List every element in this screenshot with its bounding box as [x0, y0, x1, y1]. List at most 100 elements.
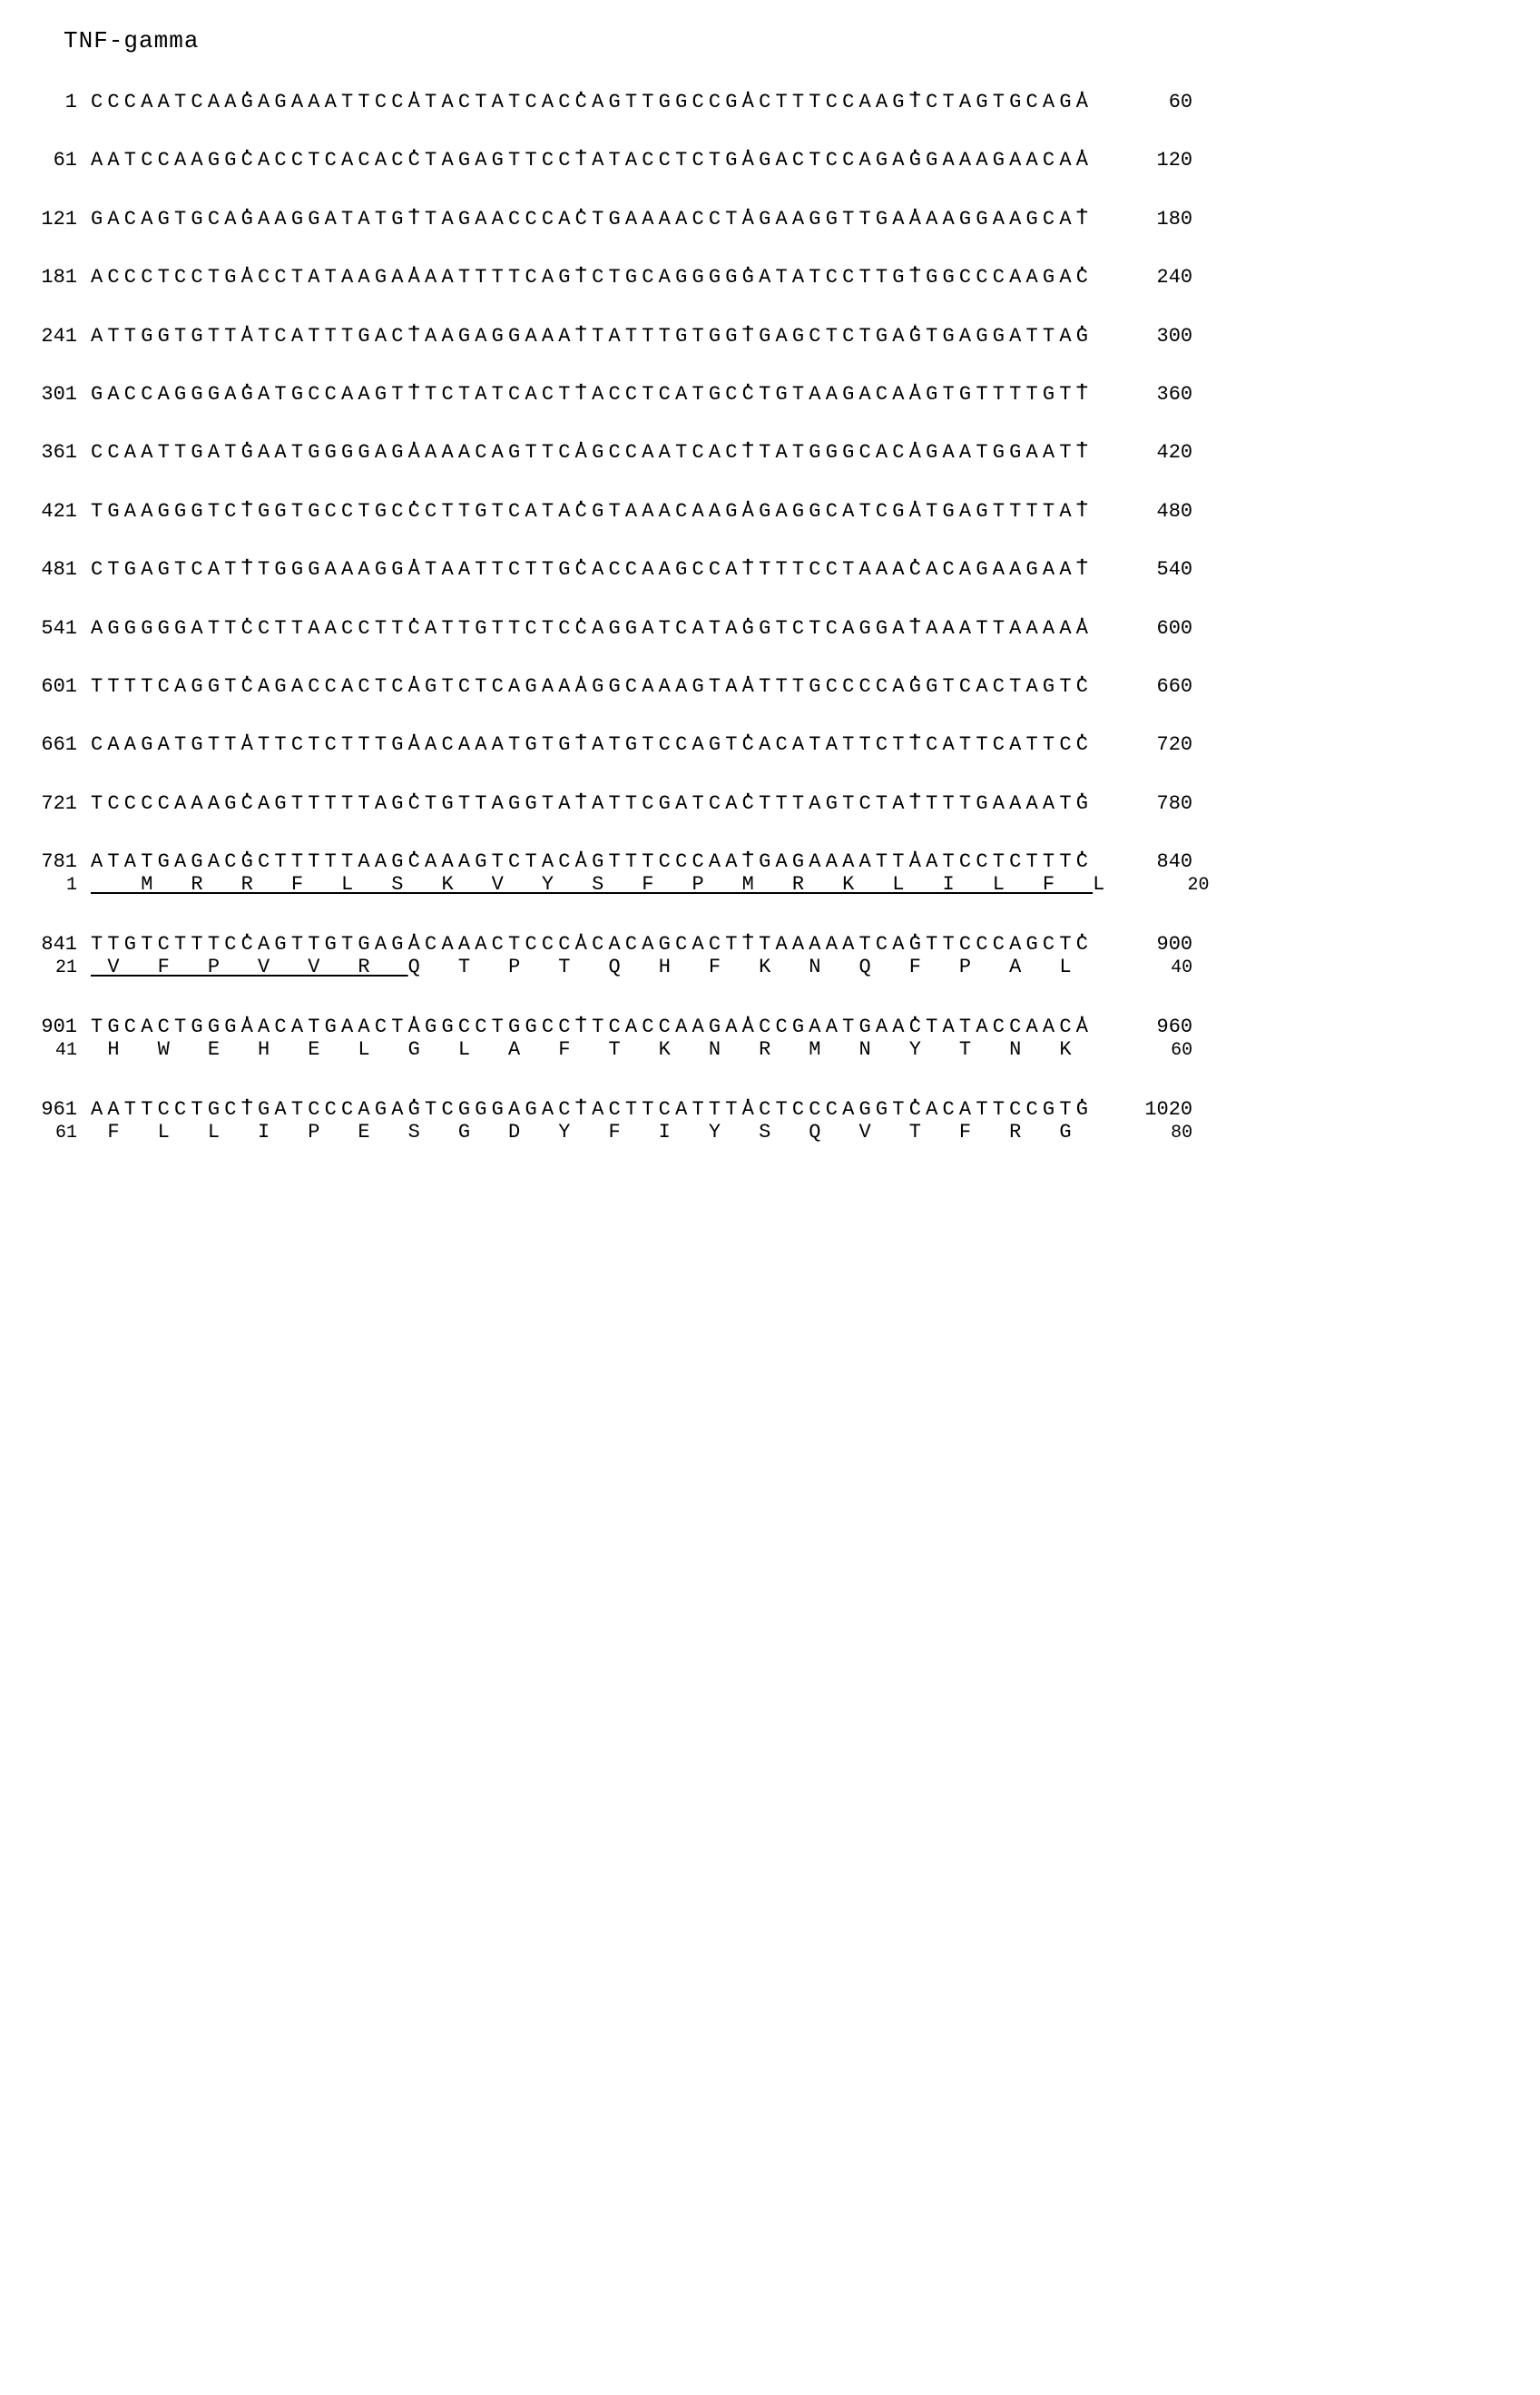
nucleotide-sequence: TGCACTGGGAACATGAACTAGGCCTGGCCTTCACCAAGAA… — [91, 1016, 1093, 1039]
position-dots: . . . . . . — [36, 549, 1504, 558]
position-end: 720 — [1120, 733, 1192, 757]
nucleotide-row: 421TGAAGGGTCTGGTGCCTGCCCTTGTCATACGTAAACA… — [36, 500, 1504, 524]
aa-position-end: 60 — [1120, 1039, 1192, 1063]
sequence-block: . . . . . .301GACCAGGGAGATGCCAAGTTTCTATC… — [36, 374, 1504, 407]
nucleotide-row: 61AATCCAAGGCACCTCACACCTAGAGTTCCTATACCTCT… — [36, 149, 1504, 172]
aa-position-start: 21 — [36, 957, 91, 980]
nucleotide-row: 1CCCAATCAAGAGAAATTCCATACTATCACCAGTTGGCCG… — [36, 91, 1504, 114]
position-end: 900 — [1120, 933, 1192, 957]
position-start: 541 — [36, 617, 91, 641]
sequence-block: . . . . . .601TTTTCAGGTCAGACCACTCAGTCTCA… — [36, 666, 1504, 699]
position-dots: . . . . . . — [36, 257, 1504, 266]
position-dots: . . . . . . — [36, 432, 1504, 441]
aa-position-start: 1 — [36, 874, 91, 898]
aa-position-start: 41 — [36, 1039, 91, 1063]
nucleotide-row: 661CAAGATGTTATTCTCTTTGAACAAATGTGTATGTCCA… — [36, 733, 1504, 757]
nucleotide-row: 301GACCAGGGAGATGCCAAGTTTCTATCACTTACCTCAT… — [36, 383, 1504, 407]
position-start: 481 — [36, 558, 91, 582]
sequence-block: . . . . . .481CTGAGTCATTTGGGAAAGGATAATTC… — [36, 549, 1504, 582]
sequence-block: . . . . . .661CAAGATGTTATTCTCTTTGAACAAAT… — [36, 724, 1504, 757]
sequence-block: . . . . . .841TTGTCTTTCCAGTTGTGAGACAAACT… — [36, 924, 1504, 981]
position-dots: . . . . . . — [36, 783, 1504, 792]
nucleotide-sequence: AATTCCTGCTGATCCCAGAGTCGGGAGACTACTTCATTTA… — [91, 1098, 1093, 1122]
position-end: 840 — [1120, 850, 1192, 874]
position-dots: . . . . . . — [36, 199, 1504, 208]
nucleotide-sequence: AATCCAAGGCACCTCACACCTAGAGTTCCTATACCTCTGA… — [91, 149, 1093, 172]
aa-position-start: 61 — [36, 1122, 91, 1145]
position-dots: . . . . . . — [36, 724, 1504, 733]
nucleotide-row: 961AATTCCTGCTGATCCCAGAGTCGGGAGACTACTTCAT… — [36, 1098, 1504, 1122]
sequence-block: . . . . . .961AATTCCTGCTGATCCCAGAGTCGGGA… — [36, 1089, 1504, 1146]
nucleotide-sequence: GACAGTGCAGAAGGATATGTTAGAACCCACTGAAAACCTA… — [91, 208, 1093, 231]
amino-acid-row: 61 F L L I P E S G D Y F I Y S Q V T F R… — [36, 1120, 1504, 1146]
amino-acid-sequence: M R R F L S K V Y S F P M R K L I L F L — [91, 872, 1110, 898]
position-start: 721 — [36, 792, 91, 816]
position-start: 901 — [36, 1016, 91, 1039]
position-start: 601 — [36, 675, 91, 699]
nucleotide-sequence: CTGAGTCATTTGGGAAAGGATAATTCTTGCACCAAGCCAT… — [91, 558, 1093, 582]
amino-acid-sequence: H W E H E L G L A F T K N R M N Y T N K — [91, 1037, 1093, 1064]
sequence-block: . . . . . .721TCCCCAAAGCAGTTTTTAGCTGTTAG… — [36, 783, 1504, 816]
sequence-block: . . . . . .121GACAGTGCAGAAGGATATGTTAGAAC… — [36, 199, 1504, 231]
sequence-block: . . . . . .181ACCCTCCTGACCTATAAGAAAATTTT… — [36, 257, 1504, 290]
amino-acid-sequence: F L L I P E S G D Y F I Y S Q V T F R G — [91, 1120, 1093, 1146]
position-start: 361 — [36, 441, 91, 465]
sequence-block: . . . . . .241ATTGGTGTTATCATTTGACTAAGAGG… — [36, 316, 1504, 348]
sequence-block: . . . . . .541AGGGGGATTCCTTAACCTTCATTGTT… — [36, 608, 1504, 641]
position-end: 600 — [1120, 617, 1192, 641]
nucleotide-row: 781ATATGAGACGCTTTTTAAGCAAAGTCTACAGTTTCCC… — [36, 850, 1504, 874]
nucleotide-row: 121GACAGTGCAGAAGGATATGTTAGAACCCACTGAAAAC… — [36, 208, 1504, 231]
position-end: 420 — [1120, 441, 1192, 465]
position-dots: . . . . . . — [36, 82, 1504, 91]
nucleotide-sequence: CCAATTGATGAATGGGGAGAAAACAGTTCAGCCAATCACT… — [91, 441, 1093, 465]
nucleotide-sequence: CAAGATGTTATTCTCTTTGAACAAATGTGTATGTCCAGTC… — [91, 733, 1093, 757]
position-end: 780 — [1120, 792, 1192, 816]
position-start: 121 — [36, 208, 91, 231]
nucleotide-sequence: CCCAATCAAGAGAAATTCCATACTATCACCAGTTGGCCGA… — [91, 91, 1093, 114]
position-end: 300 — [1120, 325, 1192, 348]
position-end: 180 — [1120, 208, 1192, 231]
position-end: 480 — [1120, 500, 1192, 524]
sequence-block: . . . . . .421TGAAGGGTCTGGTGCCTGCCCTTGTC… — [36, 491, 1504, 524]
nucleotide-sequence: ATTGGTGTTATCATTTGACTAAGAGGAAATTATTTGTGGT… — [91, 325, 1093, 348]
nucleotide-row: 721TCCCCAAAGCAGTTTTTAGCTGTTAGGTATATTCGAT… — [36, 792, 1504, 816]
position-start: 841 — [36, 933, 91, 957]
position-dots: . . . . . . — [36, 1006, 1504, 1016]
nucleotide-row: 601TTTTCAGGTCAGACCACTCAGTCTCAGAAAGGCAAAG… — [36, 675, 1504, 699]
aa-position-end: 80 — [1120, 1122, 1192, 1145]
position-end: 540 — [1120, 558, 1192, 582]
nucleotide-sequence: TTGTCTTTCCAGTTGTGAGACAAACTCCCACACAGCACTT… — [91, 933, 1093, 957]
document-title: TNF-gamma — [64, 27, 1504, 54]
nucleotide-row: 361CCAATTGATGAATGGGGAGAAAACAGTTCAGCCAATC… — [36, 441, 1504, 465]
nucleotide-row: 541AGGGGGATTCCTTAACCTTCATTGTTCTCCAGGATCA… — [36, 617, 1504, 641]
nucleotide-sequence: TCCCCAAAGCAGTTTTTAGCTGTTAGGTATATTCGATCAC… — [91, 792, 1093, 816]
position-dots: . . . . . . — [36, 666, 1504, 675]
position-start: 421 — [36, 500, 91, 524]
position-end: 660 — [1120, 675, 1192, 699]
aa-position-end: 40 — [1120, 957, 1192, 980]
position-dots: . . . . . . — [36, 374, 1504, 383]
nucleotide-sequence: ATATGAGACGCTTTTTAAGCAAAGTCTACAGTTTCCCAAT… — [91, 850, 1093, 874]
position-end: 60 — [1120, 91, 1192, 114]
aa-position-end: 20 — [1137, 874, 1210, 898]
position-end: 1020 — [1120, 1098, 1192, 1122]
position-dots: . . . . . . — [36, 140, 1504, 149]
position-end: 240 — [1120, 266, 1192, 290]
nucleotide-row: 841TTGTCTTTCCAGTTGTGAGACAAACTCCCACACAGCA… — [36, 933, 1504, 957]
position-dots: . . . . . . — [36, 608, 1504, 617]
amino-acid-sequence: V F P V V R Q T P T Q H F K N Q F P A L — [91, 955, 1093, 981]
position-start: 301 — [36, 383, 91, 407]
position-start: 961 — [36, 1098, 91, 1122]
position-start: 661 — [36, 733, 91, 757]
sequence-listing: . . . . . .1CCCAATCAAGAGAAATTCCATACTATCA… — [36, 82, 1504, 1146]
sequence-block: . . . . . .61AATCCAAGGCACCTCACACCTAGAGTT… — [36, 140, 1504, 172]
position-dots: . . . . . . — [36, 316, 1504, 325]
sequence-block: . . . . . .781ATATGAGACGCTTTTTAAGCAAAGTC… — [36, 841, 1504, 898]
position-end: 960 — [1120, 1016, 1192, 1039]
position-dots: . . . . . . — [36, 1089, 1504, 1098]
amino-acid-row: 41 H W E H E L G L A F T K N R M N Y T N… — [36, 1037, 1504, 1064]
nucleotide-sequence: ACCCTCCTGACCTATAAGAAAATTTTCAGTCTGCAGGGGG… — [91, 266, 1093, 290]
position-start: 241 — [36, 325, 91, 348]
nucleotide-row: 241ATTGGTGTTATCATTTGACTAAGAGGAAATTATTTGT… — [36, 325, 1504, 348]
nucleotide-sequence: GACCAGGGAGATGCCAAGTTTCTATCACTTACCTCATGCC… — [91, 383, 1093, 407]
